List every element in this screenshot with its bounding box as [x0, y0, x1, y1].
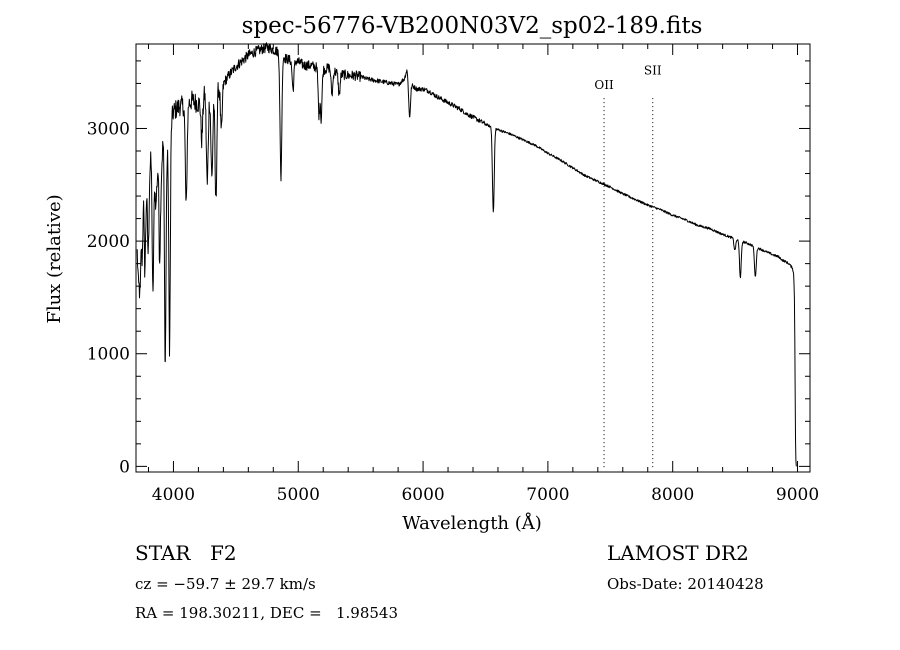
object-class: STAR: [135, 541, 191, 565]
annotation-label-sii: SII: [644, 63, 662, 77]
chart-title: spec-56776-VB200N03V2_sp02-189.fits: [242, 13, 703, 39]
x-tick-label: 6000: [401, 485, 444, 505]
coordinates: RA = 198.30211, DEC = 1.98543: [135, 604, 399, 622]
x-tick-label: 8000: [651, 485, 694, 505]
redshift-value: cz = −59.7 ± 29.7 km/s: [135, 575, 316, 593]
object-subclass: F2: [210, 541, 237, 565]
x-tick-label: 7000: [526, 485, 569, 505]
y-tick-label: 2000: [87, 232, 130, 252]
minor-ticks: [136, 44, 810, 472]
spectrum-series-line: [136, 42, 797, 467]
x-tick-label: 5000: [277, 485, 320, 505]
x-tick-labels: 4000 5000 6000 7000 8000 9000: [152, 485, 819, 505]
plot-frame: [135, 43, 811, 473]
y-tick-label: 0: [119, 457, 130, 477]
survey-name: LAMOST DR2: [607, 541, 749, 565]
annotation-label-oii: OII: [594, 78, 614, 92]
x-axis-label: Wavelength (Å): [402, 512, 542, 534]
observation-date: Obs-Date: 20140428: [607, 575, 764, 593]
y-tick-labels: 0 1000 2000 3000: [87, 119, 130, 477]
y-axis-label: Flux (relative): [44, 194, 65, 323]
major-ticks: [136, 44, 810, 472]
x-tick-label: 4000: [152, 485, 195, 505]
x-tick-label: 9000: [776, 485, 819, 505]
y-tick-label: 1000: [87, 345, 130, 365]
y-tick-label: 3000: [87, 119, 130, 139]
emission-line-markers: OII SII: [594, 63, 662, 470]
